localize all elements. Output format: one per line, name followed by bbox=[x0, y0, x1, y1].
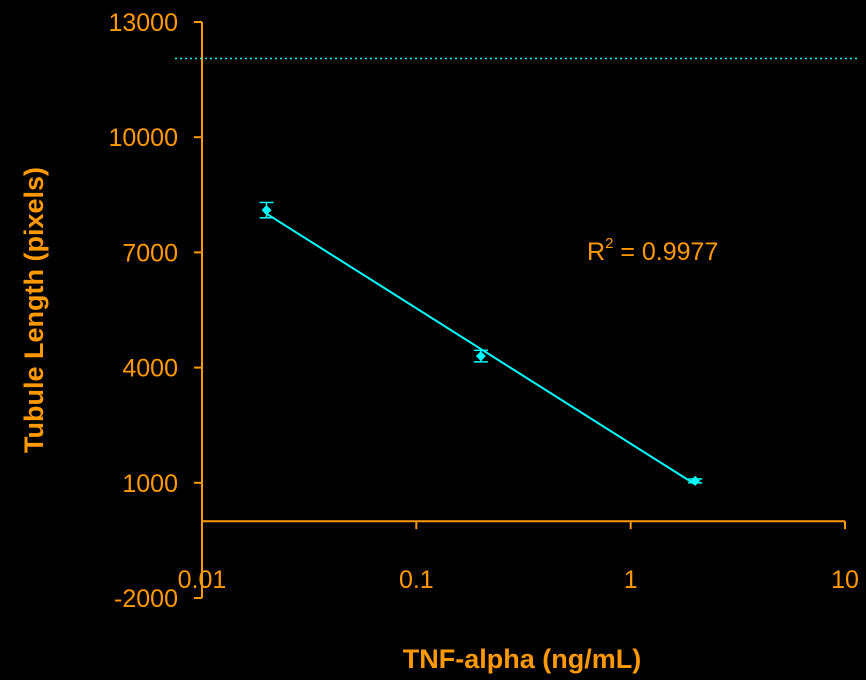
r-squared-base: R bbox=[587, 238, 605, 266]
trendline bbox=[265, 212, 696, 486]
x-tick-label: 0.01 bbox=[178, 566, 227, 594]
y-tick-label: 7000 bbox=[122, 239, 178, 267]
r-squared-superscript: 2 bbox=[605, 235, 613, 252]
data-point bbox=[475, 351, 486, 362]
y-tick-label: 10000 bbox=[108, 124, 178, 152]
y-tick-label: -2000 bbox=[114, 585, 178, 613]
x-tick-label: 10 bbox=[831, 566, 859, 594]
x-tick-label: 0.1 bbox=[399, 566, 434, 594]
y-tick-label: 4000 bbox=[122, 355, 178, 383]
x-tick-label: 1 bbox=[624, 566, 638, 594]
x-axis-title: TNF-alpha (ng/mL) bbox=[403, 644, 641, 674]
data-point bbox=[261, 205, 272, 216]
r-squared-annotation: R2 = 0.9977 bbox=[587, 235, 718, 266]
data-point bbox=[690, 475, 701, 486]
y-tick-label: 1000 bbox=[122, 470, 178, 498]
y-axis-title: Tubule Length (pixels) bbox=[19, 167, 49, 453]
r-squared-value: = 0.9977 bbox=[613, 238, 718, 266]
y-tick-label: 13000 bbox=[108, 9, 178, 37]
